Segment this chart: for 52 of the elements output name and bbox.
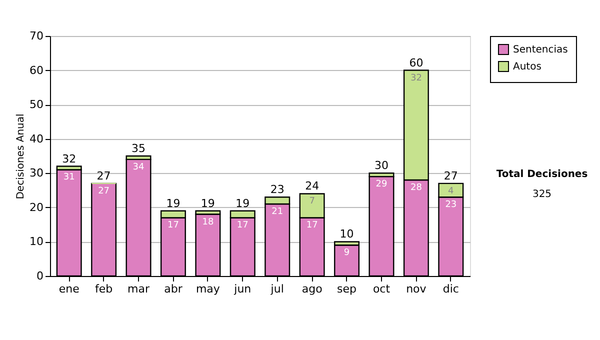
total-label: 60 (409, 56, 424, 70)
total-label: 23 (270, 183, 284, 196)
y-axis-title: Decisiones Anual (16, 114, 27, 200)
data-label: 28 (410, 183, 422, 193)
data-label: 17 (236, 220, 248, 231)
total-label: 24 (305, 180, 320, 193)
data-label: 4 (448, 186, 454, 196)
total-label: 32 (62, 152, 76, 166)
data-label: 23 (445, 200, 457, 210)
total-label: 35 (132, 142, 146, 155)
x-tick-label: abr (164, 282, 183, 296)
text: 325 (532, 189, 552, 200)
x-tick-label: feb (94, 282, 113, 296)
data-label: 29 (376, 180, 388, 190)
y-tick-label: 70 (30, 30, 44, 42)
legend-label: Sentencias (513, 44, 568, 56)
x-tick-label: ene (58, 282, 80, 296)
data-label: 31 (63, 172, 75, 183)
y-tick-label: 20 (30, 200, 44, 214)
total-label: 19 (166, 196, 180, 210)
x-tick-label: mar (128, 282, 150, 296)
total-label: 10 (340, 228, 354, 241)
x-tick-label: jul (270, 282, 284, 296)
y-tick-label: 40 (30, 132, 44, 146)
y-tick-label: 30 (30, 166, 44, 180)
y-tick-label: 10 (30, 235, 44, 248)
legend-label: Autos (513, 62, 542, 72)
data-label: 21 (272, 207, 284, 217)
y-tick-label: 60 (30, 64, 44, 77)
x-tick-label: may (196, 282, 220, 296)
text: Total Decisiones (496, 169, 588, 180)
data-label: 17 (306, 220, 318, 231)
data-label: 27 (98, 186, 110, 196)
total-label: 27 (96, 169, 111, 182)
total-label: 27 (444, 169, 458, 182)
data-label: 18 (202, 217, 214, 228)
data-label: 9 (344, 248, 350, 258)
y-tick-label: 0 (36, 270, 44, 282)
x-tick-label: ago (302, 282, 323, 296)
x-tick-label: sep (337, 282, 357, 296)
x-tick-label: nov (406, 282, 427, 296)
data-label: 7 (309, 196, 315, 207)
data-label: 17 (167, 220, 179, 231)
y-tick-label: 50 (30, 98, 44, 112)
x-tick-label: jun (233, 282, 252, 296)
data-label: 32 (410, 73, 422, 84)
x-tick-label: oct (372, 282, 391, 296)
total-label: 19 (236, 196, 250, 210)
total-label: 30 (374, 159, 388, 172)
data-label: 34 (132, 162, 145, 172)
total-label: 19 (200, 196, 215, 210)
x-tick-label: dic (442, 282, 459, 296)
